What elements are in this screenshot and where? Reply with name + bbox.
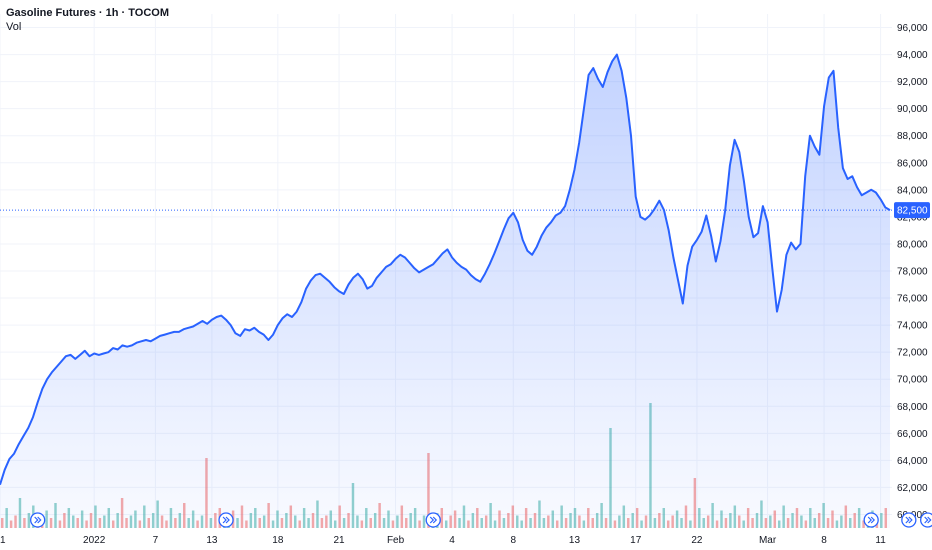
symbol-title[interactable]: Gasoline Futures · 1h · TOCOM (6, 7, 169, 19)
x-tick-label: 21 (0, 535, 6, 546)
event-marker-glyph (905, 516, 913, 524)
x-tick-label: 11 (875, 535, 886, 546)
y-tick-label: 68,000 (897, 402, 928, 413)
y-tick-label: 78,000 (897, 267, 928, 278)
y-tick-label: 88,000 (897, 131, 928, 142)
y-tick-label: 92,000 (897, 77, 928, 88)
y-tick-label: 86,000 (897, 158, 928, 169)
x-tick-label: 8 (510, 535, 516, 546)
price-line (0, 53, 891, 486)
x-tick-label: 7 (153, 535, 159, 546)
x-tick-label: Feb (387, 535, 405, 546)
y-tick-label: 76,000 (897, 294, 928, 305)
last-price-value: 82,500 (897, 206, 928, 217)
x-tick-label: 21 (333, 535, 345, 546)
y-tick-label: 90,000 (897, 104, 928, 115)
event-marker-icon[interactable] (30, 512, 46, 528)
event-marker-glyph (867, 516, 876, 524)
event-marker-icon[interactable] (863, 512, 879, 528)
last-price-badge (894, 202, 930, 219)
volume-label: Vol (6, 21, 22, 33)
chart-legend: Gasoline Futures · 1h · TOCOM Vol (6, 6, 169, 34)
y-tick-label: 64,000 (897, 456, 928, 467)
price-axis[interactable]: 60,00062,00064,00066,00068,00070,00072,0… (897, 23, 928, 521)
x-tick-label: 2022 (83, 535, 106, 546)
x-tick-label: 4 (449, 535, 455, 546)
x-tick-label: 22 (691, 535, 703, 546)
x-tick-label: 13 (569, 535, 581, 546)
y-tick-label: 96,000 (897, 23, 928, 34)
y-tick-label: 72,000 (897, 348, 928, 359)
event-marker-glyph (34, 516, 42, 524)
x-tick-label: 13 (206, 535, 218, 546)
event-marker-glyph (924, 516, 932, 524)
x-tick-label: 8 (821, 535, 827, 546)
y-tick-label: 94,000 (897, 50, 928, 61)
event-markers[interactable] (30, 512, 932, 528)
event-marker-icon[interactable] (218, 512, 234, 528)
y-tick-label: 66,000 (897, 429, 928, 440)
last-price-tag: 82,500 (894, 202, 930, 219)
y-tick-label: 74,000 (897, 321, 928, 332)
event-marker-icon[interactable] (920, 512, 932, 528)
x-tick-label: 18 (272, 535, 284, 546)
price-area-fill (0, 54, 890, 528)
time-axis[interactable]: 2120227131821Feb48131722Mar81117MayJul (0, 535, 932, 546)
y-tick-label: 62,000 (897, 483, 928, 494)
y-tick-label: 84,000 (897, 185, 928, 196)
event-marker-glyph (222, 516, 230, 524)
event-marker-icon[interactable] (425, 512, 441, 528)
event-marker-glyph (429, 516, 438, 524)
y-tick-label: 80,000 (897, 239, 928, 250)
y-tick-label: 70,000 (897, 375, 928, 386)
event-marker-circle (920, 512, 932, 528)
event-marker-icon[interactable] (901, 512, 917, 528)
x-tick-label: 17 (630, 535, 642, 546)
x-tick-label: Mar (759, 535, 777, 546)
